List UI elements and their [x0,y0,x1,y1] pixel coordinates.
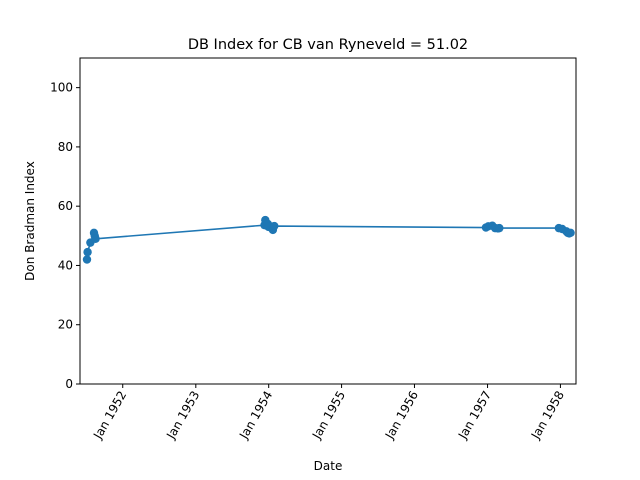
y-tick-label: 0 [65,377,73,391]
y-tick-label: 80 [58,140,73,154]
data-point [566,228,575,237]
x-tick-label: Jan 1958 [528,389,567,443]
x-tick-label: Jan 1954 [236,389,275,443]
data-point [91,234,100,243]
data-point [495,223,504,233]
y-tick-label: 100 [50,81,73,95]
plot-area: 0 20 40 60 80 100 Jan 1952 Jan 1953 Jan 1954 Jan … [50,81,575,443]
chart-title: DB Index for CB van Ryneveld = 51.02 [188,37,468,53]
x-tick-label: Jan 1953 [163,389,202,443]
x-tick-label: Jan 1956 [382,389,421,443]
data-point [82,255,92,264]
x-tick-label: Jan 1952 [90,389,129,443]
x-tick-label: Jan 1955 [309,389,348,443]
x-axis-label: Date [314,459,343,473]
data-point [270,221,279,231]
y-tick-label: 60 [58,199,73,213]
plot-frame [79,57,577,385]
data-point [83,247,92,257]
y-tick-label: 40 [58,258,73,272]
y-axis-label: Don Bradman Index [23,161,37,281]
x-tick-label: Jan 1957 [455,389,494,443]
y-tick-label: 20 [58,318,73,332]
